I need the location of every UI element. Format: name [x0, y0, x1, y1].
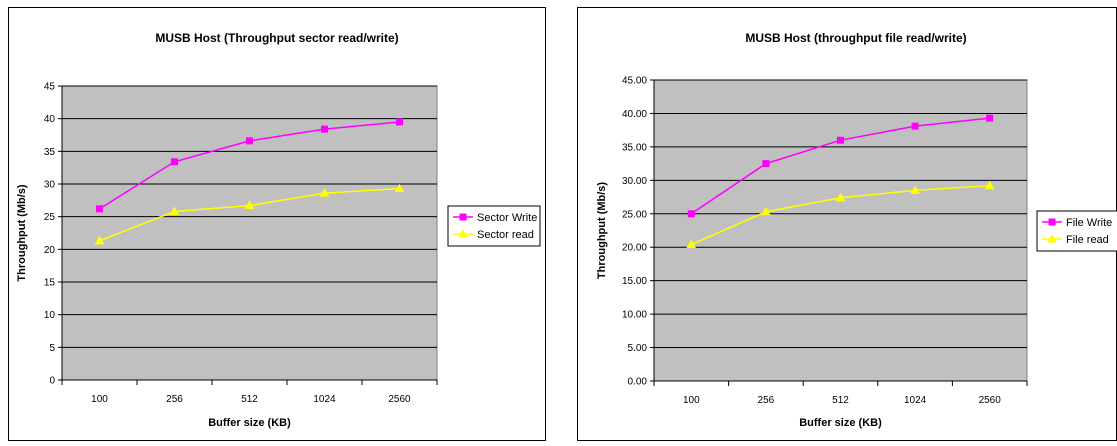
- legend-marker: [459, 213, 467, 221]
- y-axis-title: Throughput (Mb/s): [16, 184, 28, 281]
- data-point: [911, 122, 919, 130]
- chart-file-throughput: 0.00 5.00 10.00 15.00 20.00 25.00 30.00 35.00 40…: [577, 7, 1117, 441]
- y-tick-label: 40.00: [622, 109, 647, 120]
- chart-title: MUSB Host (throughput file read/write): [745, 31, 966, 45]
- series-1: [686, 180, 995, 249]
- y-tick-label: 35.00: [622, 142, 647, 153]
- legend-box: [447, 205, 541, 247]
- data-point: [762, 160, 770, 168]
- data-point: [986, 114, 994, 122]
- data-point: [761, 206, 771, 216]
- x-tick-label: 100: [683, 395, 700, 406]
- y-tick-label: 30.00: [622, 176, 647, 187]
- data-point: [169, 206, 180, 215]
- legend-label: File read: [1066, 234, 1109, 246]
- data-point: [246, 137, 253, 145]
- legend-box: [1036, 210, 1117, 252]
- x-tick-label: 100: [91, 394, 108, 405]
- y-tick-label: 20.00: [622, 243, 647, 254]
- chart-sector-throughput: 0 5 10 15 20 25 30 35 40 45 100 256 512 1024 2560 MUSB …: [8, 7, 546, 441]
- y-tick-label: 15.00: [622, 276, 647, 287]
- chart-sector-svg: 0 5 10 15 20 25 30 35 40 45 100 256 512 1024 2560 MUSB …: [16, 31, 541, 429]
- plot-area: [61, 85, 438, 381]
- y-tick-label: 20: [44, 245, 56, 256]
- y-tick-label: 5.00: [628, 343, 648, 354]
- data-point: [984, 180, 995, 190]
- y-tick-label: 30: [44, 180, 56, 191]
- legend-marker: [1048, 218, 1056, 226]
- y-tick-label: 10: [44, 310, 56, 321]
- x-tick-label: 256: [166, 394, 183, 405]
- x-tick-label: 512: [832, 395, 849, 406]
- x-tick-label: 256: [758, 395, 775, 406]
- data-point: [837, 136, 844, 144]
- legend-label: Sector read: [477, 229, 534, 241]
- y-tick-label: 10.00: [622, 310, 647, 321]
- y-axis-title: Throughput (Mb/s): [596, 182, 608, 279]
- data-point: [96, 205, 103, 213]
- y-tick-label: 0: [49, 376, 55, 387]
- legend: Sector Write Sector read: [447, 205, 541, 247]
- x-tick-label: 1024: [313, 394, 336, 405]
- y-tick-label: 35: [44, 147, 56, 158]
- data-point: [244, 200, 255, 210]
- data-point: [396, 118, 403, 126]
- x-axis-title: Buffer size (KB): [208, 417, 291, 429]
- legend-label: File Write: [1066, 217, 1112, 229]
- x-tick-label: 512: [241, 394, 258, 405]
- legend-marker: [458, 228, 468, 238]
- y-tick-label: 0.00: [628, 377, 648, 388]
- y-tick-label: 40: [44, 114, 56, 125]
- y-tick-label: 25.00: [622, 209, 647, 220]
- y-tick-label: 5: [49, 343, 55, 354]
- data-point: [94, 235, 105, 245]
- y-tick-label: 45: [44, 82, 56, 93]
- data-point: [910, 185, 920, 194]
- series-0: [687, 114, 994, 218]
- x-tick-label: 2560: [388, 394, 411, 405]
- x-tick-label: 2560: [979, 395, 1002, 406]
- data-point: [687, 210, 695, 218]
- y-tick-label: 15: [44, 278, 56, 289]
- legend-marker: [1047, 233, 1057, 243]
- plot-area: [653, 79, 1028, 382]
- legend: File Write File read: [1036, 210, 1117, 252]
- x-tick-label: 1024: [904, 395, 927, 406]
- legend-label: Sector Write: [477, 212, 537, 224]
- chart-file-svg: 0.00 5.00 10.00 15.00 20.00 25.00 30.00 35.00 40…: [596, 31, 1117, 429]
- data-point: [686, 239, 697, 249]
- series-1: [94, 183, 405, 245]
- x-axis-title: Buffer size (KB): [799, 417, 882, 429]
- chart-title: MUSB Host (Throughput sector read/write): [155, 31, 398, 45]
- data-point: [394, 183, 405, 193]
- series-0: [96, 118, 403, 213]
- data-point: [835, 192, 846, 202]
- data-point: [319, 188, 330, 197]
- data-point: [171, 158, 178, 166]
- data-point: [321, 125, 328, 133]
- y-tick-label: 25: [44, 212, 56, 223]
- y-tick-label: 45.00: [622, 76, 647, 87]
